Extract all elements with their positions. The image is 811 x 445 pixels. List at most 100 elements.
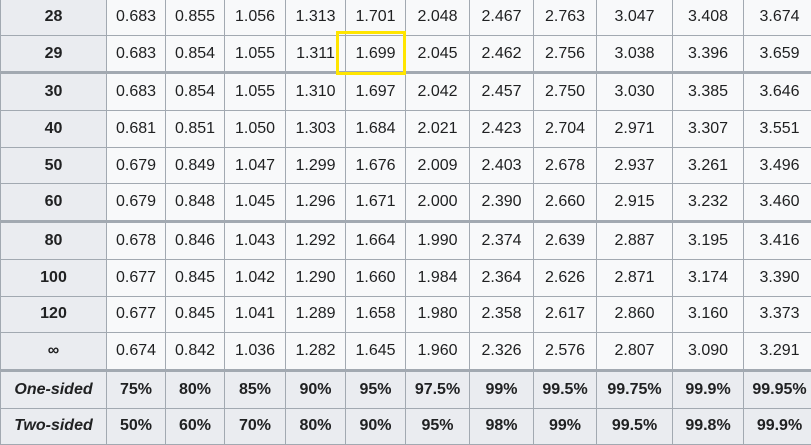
value-cell: 1.676 bbox=[346, 147, 406, 184]
percent-cell: 99.5% bbox=[597, 408, 673, 445]
value-cell: 3.307 bbox=[673, 111, 744, 148]
value-cell: 0.681 bbox=[107, 111, 166, 148]
percent-cell: 99.8% bbox=[673, 408, 744, 445]
df-header-cell: 50 bbox=[1, 147, 107, 184]
value-cell: 1.990 bbox=[406, 222, 470, 260]
df-header-cell: 29 bbox=[1, 35, 107, 73]
percent-cell: 97.5% bbox=[406, 370, 470, 408]
df-header-cell: 60 bbox=[1, 184, 107, 222]
value-cell: 1.292 bbox=[286, 222, 346, 260]
value-cell: 2.660 bbox=[534, 184, 597, 222]
value-cell: 0.677 bbox=[107, 296, 166, 333]
value-cell: 1.047 bbox=[225, 147, 286, 184]
value-cell: 1.290 bbox=[286, 259, 346, 296]
value-cell: 0.845 bbox=[166, 259, 225, 296]
value-cell: 3.232 bbox=[673, 184, 744, 222]
percent-cell: 99.9% bbox=[744, 408, 811, 445]
value-cell: 3.396 bbox=[673, 35, 744, 73]
value-cell: 2.364 bbox=[470, 259, 534, 296]
percent-cell: 95% bbox=[406, 408, 470, 445]
value-cell: 2.403 bbox=[470, 147, 534, 184]
value-cell: 2.971 bbox=[597, 111, 673, 148]
value-cell: 1.045 bbox=[225, 184, 286, 222]
value-cell: 1.984 bbox=[406, 259, 470, 296]
value-cell: 2.887 bbox=[597, 222, 673, 260]
value-cell: 2.756 bbox=[534, 35, 597, 73]
value-cell: 2.462 bbox=[470, 35, 534, 73]
value-cell: 1.043 bbox=[225, 222, 286, 260]
value-cell: 0.674 bbox=[107, 333, 166, 371]
value-cell: 2.860 bbox=[597, 296, 673, 333]
value-cell: 2.678 bbox=[534, 147, 597, 184]
value-cell: 3.261 bbox=[673, 147, 744, 184]
value-cell: 0.849 bbox=[166, 147, 225, 184]
df-header-cell: 30 bbox=[1, 73, 107, 111]
value-cell: 2.750 bbox=[534, 73, 597, 111]
df-header-cell: ∞ bbox=[1, 333, 107, 371]
df-header-cell: 120 bbox=[1, 296, 107, 333]
value-cell: 2.048 bbox=[406, 0, 470, 35]
value-cell: 2.576 bbox=[534, 333, 597, 371]
value-cell: 3.195 bbox=[673, 222, 744, 260]
value-cell: 3.674 bbox=[744, 0, 811, 35]
value-cell: 3.460 bbox=[744, 184, 811, 222]
percent-cell: 90% bbox=[286, 370, 346, 408]
value-cell: 0.854 bbox=[166, 73, 225, 111]
value-cell: 1.303 bbox=[286, 111, 346, 148]
value-cell: 3.030 bbox=[597, 73, 673, 111]
value-cell: 1.697 bbox=[346, 73, 406, 111]
value-cell: 3.373 bbox=[744, 296, 811, 333]
value-cell: 3.174 bbox=[673, 259, 744, 296]
value-cell: 2.423 bbox=[470, 111, 534, 148]
value-cell: 2.937 bbox=[597, 147, 673, 184]
value-cell: 2.915 bbox=[597, 184, 673, 222]
value-cell: 2.871 bbox=[597, 259, 673, 296]
value-cell: 3.090 bbox=[673, 333, 744, 371]
value-cell: 3.659 bbox=[744, 35, 811, 73]
percent-cell: 80% bbox=[286, 408, 346, 445]
value-cell: 2.021 bbox=[406, 111, 470, 148]
value-cell: 1.311 bbox=[286, 35, 346, 73]
percent-cell: 90% bbox=[346, 408, 406, 445]
confidence-label-cell: Two-sided bbox=[1, 408, 107, 445]
value-cell: 2.457 bbox=[470, 73, 534, 111]
value-cell: 2.045 bbox=[406, 35, 470, 73]
value-cell: 2.000 bbox=[406, 184, 470, 222]
value-cell: 0.842 bbox=[166, 333, 225, 371]
value-cell: 2.009 bbox=[406, 147, 470, 184]
value-cell: 3.291 bbox=[744, 333, 811, 371]
percent-cell: 75% bbox=[107, 370, 166, 408]
value-cell: 2.358 bbox=[470, 296, 534, 333]
value-cell: 2.763 bbox=[534, 0, 597, 35]
value-cell: 3.038 bbox=[597, 35, 673, 73]
value-cell: 3.047 bbox=[597, 0, 673, 35]
value-cell: 3.416 bbox=[744, 222, 811, 260]
value-cell: 3.408 bbox=[673, 0, 744, 35]
df-header-cell: 100 bbox=[1, 259, 107, 296]
value-cell: 3.496 bbox=[744, 147, 811, 184]
value-cell: 2.807 bbox=[597, 333, 673, 371]
value-cell: 1.289 bbox=[286, 296, 346, 333]
df-header-cell: 80 bbox=[1, 222, 107, 260]
value-cell: 0.846 bbox=[166, 222, 225, 260]
percent-cell: 95% bbox=[346, 370, 406, 408]
value-cell: 3.551 bbox=[744, 111, 811, 148]
value-cell: 0.679 bbox=[107, 147, 166, 184]
value-cell: 2.704 bbox=[534, 111, 597, 148]
df-header-cell: 28 bbox=[1, 0, 107, 35]
value-cell: 1.310 bbox=[286, 73, 346, 111]
value-cell: 3.646 bbox=[744, 73, 811, 111]
value-cell: 1.658 bbox=[346, 296, 406, 333]
value-cell: 2.639 bbox=[534, 222, 597, 260]
